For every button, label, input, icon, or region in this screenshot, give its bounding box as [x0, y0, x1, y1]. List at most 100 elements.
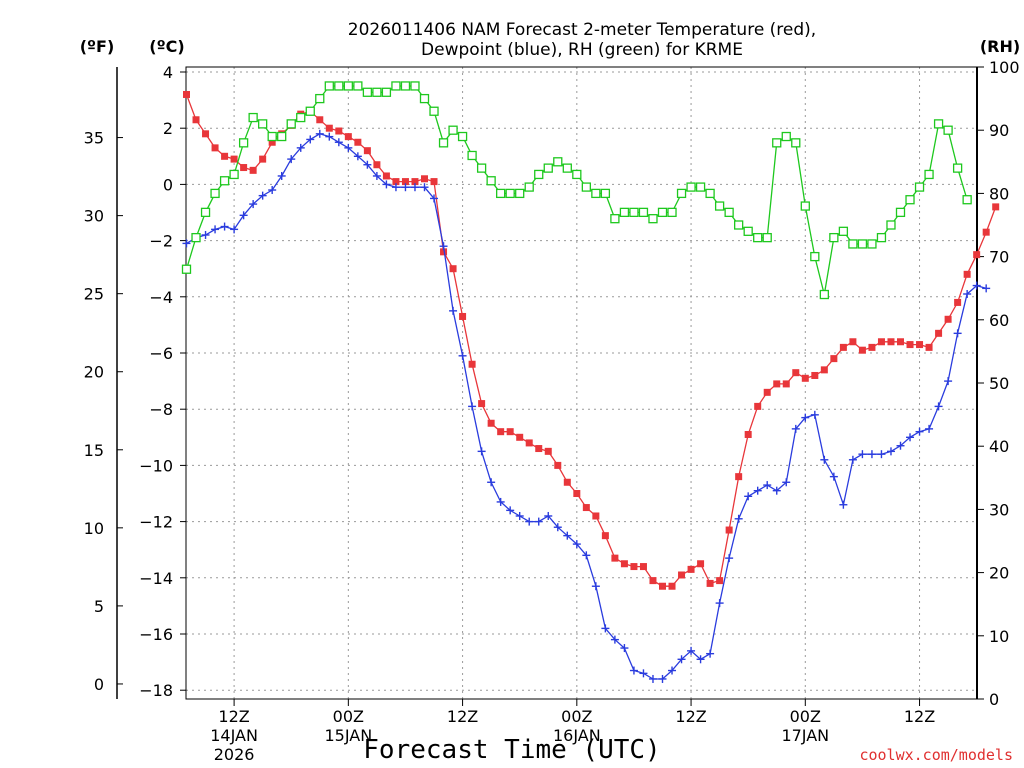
temperature-point [687, 565, 695, 573]
dewpoint-point [582, 551, 591, 560]
rh-point [638, 207, 649, 218]
dewpoint-point [906, 433, 915, 442]
temperature-point [249, 166, 257, 174]
temperature-point [421, 175, 428, 183]
rh-point [505, 188, 515, 199]
dewpoint-point [934, 402, 943, 411]
temperature-point [268, 138, 276, 146]
dewpoint-point [220, 222, 229, 231]
dewpoint-point [249, 200, 258, 209]
grid-lines [186, 67, 977, 699]
temperature-point [401, 178, 409, 186]
chart-title-line1: 2026011406 NAM Forecast 2-meter Temperat… [348, 20, 816, 40]
temperature-point [259, 155, 267, 163]
time-tick-label: 12Z [218, 707, 249, 726]
rh-point [496, 188, 506, 199]
dewpoint-point [315, 129, 324, 138]
dewpoint-point [287, 155, 296, 164]
temperature-point [954, 298, 962, 306]
dewpoint-point [725, 554, 734, 563]
dewpoint-point [820, 455, 829, 464]
celsius-tick-label: −14 [139, 569, 173, 588]
temperature-point [582, 504, 590, 512]
chart-title-line2: Dewpoint (blue), RH (green) for KRME [421, 40, 743, 60]
temperature-point [868, 343, 876, 351]
rh-point [610, 214, 620, 224]
temperature-point [516, 433, 524, 441]
temperature-point [982, 228, 990, 236]
dewpoint-point [353, 152, 362, 161]
rh-point [315, 93, 325, 104]
temperature-point [354, 138, 362, 146]
rh-tick-label: 100 [989, 58, 1020, 77]
dewpoint-point [296, 143, 305, 152]
rh-point [648, 214, 658, 224]
celsius-unit-label: (ºC) [149, 37, 184, 56]
dewpoint-point [182, 239, 191, 248]
dewpoint-point [744, 492, 753, 501]
celsius-tick-label: −16 [139, 625, 173, 644]
celsius-tick-label: −8 [149, 400, 173, 419]
x-axis-title: Forecast Time (UTC) [363, 735, 660, 765]
series-line-dewpoint [186, 133, 987, 680]
temperature-point [811, 371, 819, 379]
dewpoint-point [496, 497, 505, 506]
time-tick-date: 17JAN [781, 726, 829, 745]
rh-point [210, 188, 220, 199]
dewpoint-point [715, 599, 724, 608]
temperature-point [858, 346, 866, 354]
rh-point [476, 163, 487, 173]
dewpoint-point [258, 191, 267, 200]
dewpoint-point [867, 450, 876, 459]
temperature-point [535, 445, 543, 453]
dewpoint-point [572, 540, 581, 549]
celsius-tick-label: −2 [149, 232, 173, 251]
dewpoint-point [896, 441, 905, 450]
temperature-point [639, 563, 647, 571]
rh-point [762, 232, 772, 243]
dewpoint-point [848, 455, 857, 464]
rh-tick-label: 40 [989, 437, 1009, 456]
dewpoint-point [610, 635, 619, 644]
series-rh [181, 81, 972, 300]
rh-point [581, 182, 591, 192]
rh-point [486, 176, 496, 186]
temperature-point [916, 341, 924, 349]
fahrenheit-tick-label: 5 [94, 597, 104, 616]
rh-point [962, 195, 972, 205]
rh-point [667, 207, 677, 218]
dewpoint-point [363, 160, 372, 169]
temperature-point [830, 355, 838, 363]
dewpoint-point [515, 511, 524, 520]
dewpoint-point [925, 424, 934, 433]
rh-point [543, 163, 553, 173]
rh-point [248, 112, 258, 123]
dewpoint-point [620, 644, 629, 653]
dewpoint-point [791, 424, 800, 433]
dewpoint-point [534, 517, 543, 526]
temperature-point [363, 147, 371, 155]
temperature-point [725, 526, 733, 534]
dewpoint-point [468, 402, 477, 411]
rh-point [714, 201, 725, 211]
fahrenheit-axis: 35 30 25 20 15 10 5 0 [84, 129, 123, 694]
dewpoint-point [420, 183, 429, 192]
temperature-point [392, 178, 400, 186]
rh-point [753, 232, 763, 243]
dewpoint-point [801, 413, 810, 422]
fahrenheit-tick-label: 15 [84, 441, 104, 460]
temperature-point [335, 127, 343, 135]
rh-point [791, 138, 801, 148]
temperature-point [487, 419, 495, 427]
rh-point [819, 289, 829, 300]
dewpoint-point [677, 655, 686, 664]
temperature-point [887, 338, 895, 346]
celsius-tick-label: −6 [149, 344, 173, 363]
temperature-point [992, 203, 1000, 211]
rh-point [391, 81, 401, 91]
celsius-tick-label: −10 [139, 456, 173, 475]
rh-point [810, 251, 820, 262]
dewpoint-point [525, 517, 534, 526]
rh-point [572, 169, 582, 180]
